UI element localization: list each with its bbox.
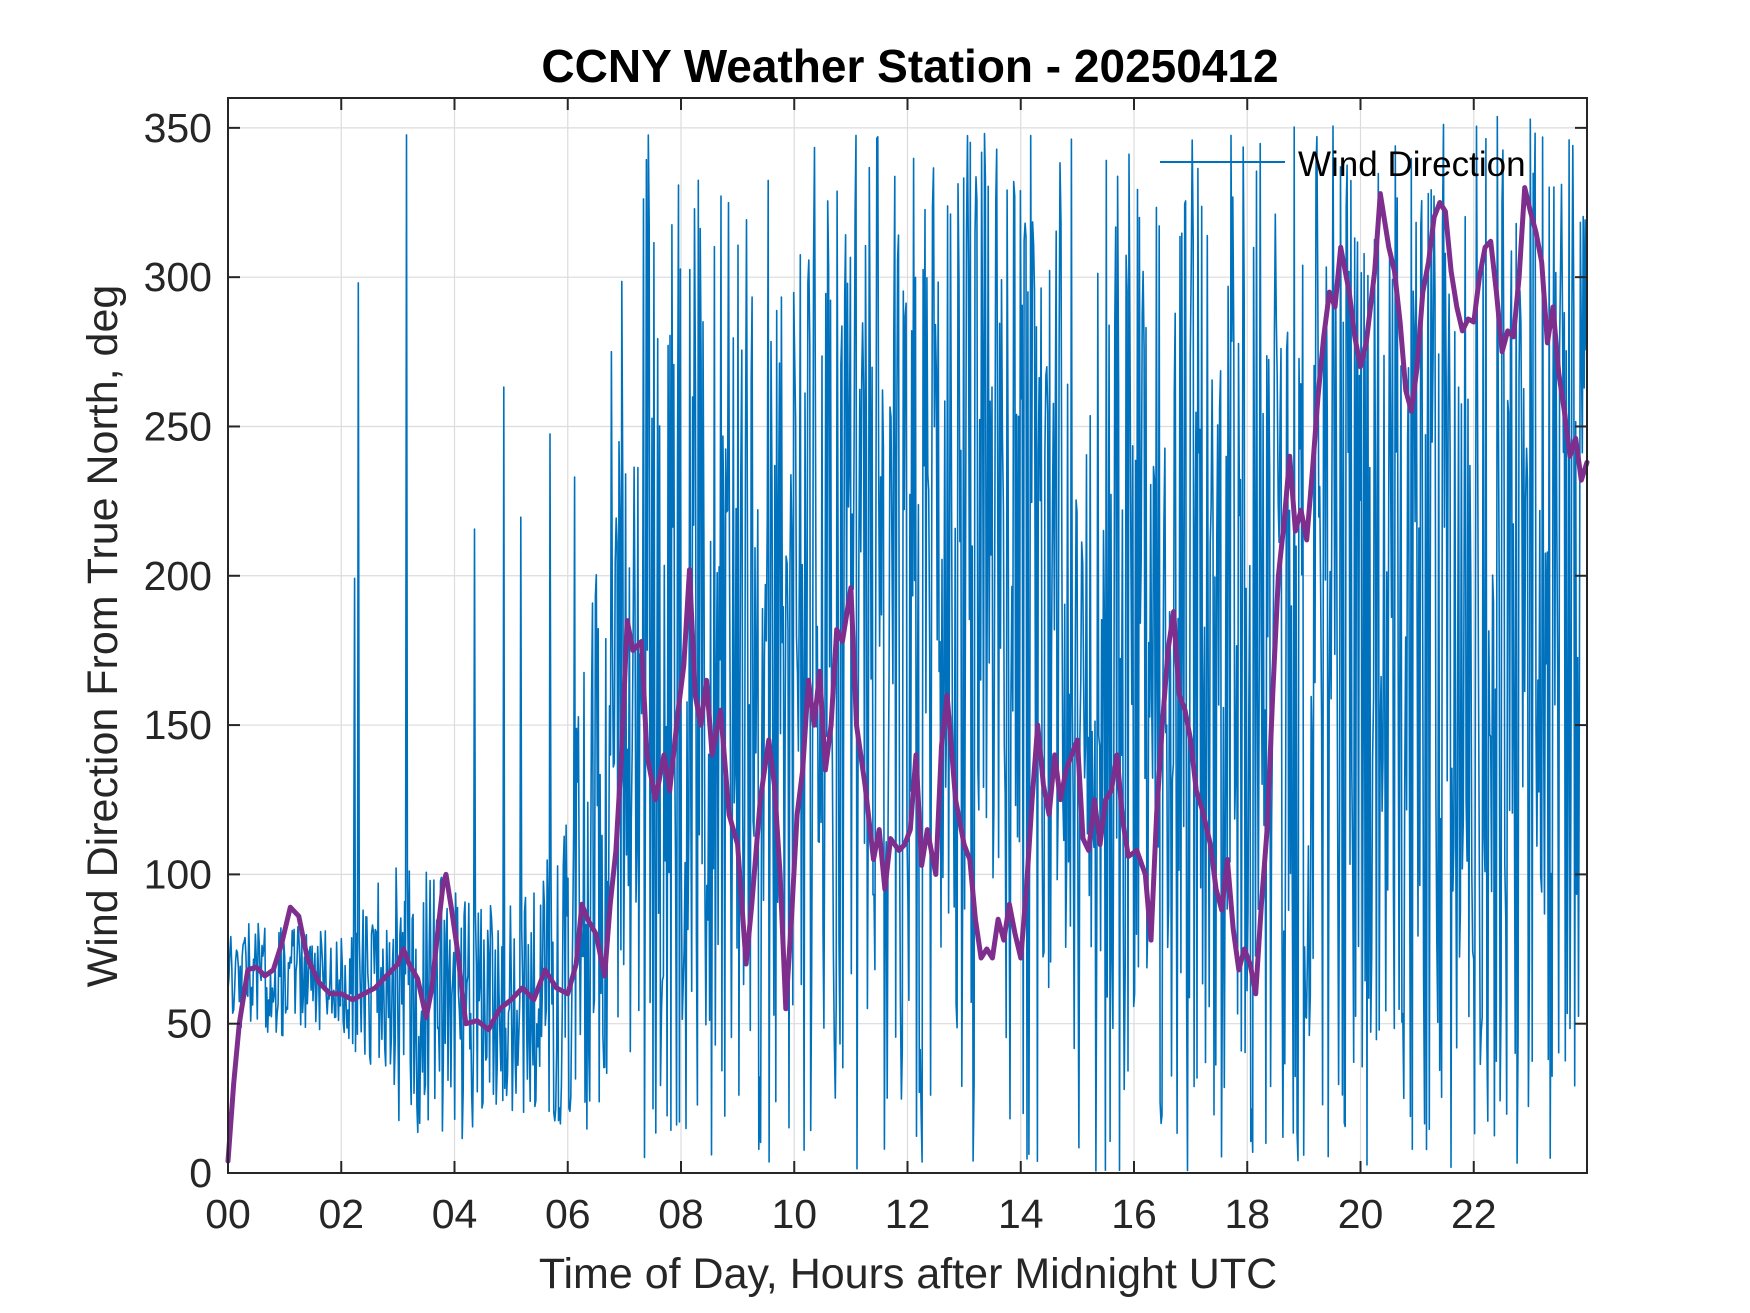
x-tick-label: 10	[771, 1191, 817, 1237]
y-tick-label: 300	[144, 254, 212, 300]
axis-ticks	[227, 98, 1587, 1174]
y-tick-label: 150	[144, 702, 212, 748]
y-axis-tick-labels: 0 50 100 150 200 250 300 350	[144, 105, 212, 1196]
x-tick-label: 14	[998, 1191, 1044, 1237]
x-tick-label: 00	[205, 1191, 251, 1237]
wind-direction-line	[227, 115, 1588, 1172]
y-axis-label: Wind Direction From True North, deg	[79, 285, 127, 988]
x-axis-label: Time of Day, Hours after Midnight UTC	[539, 1250, 1277, 1298]
y-tick-label: 250	[144, 403, 212, 449]
x-tick-label: 02	[318, 1191, 364, 1237]
x-tick-label: 22	[1451, 1191, 1497, 1237]
x-tick-label: 20	[1338, 1191, 1384, 1237]
x-axis-tick-labels: 00 02 04 06 08 10 12 14 16 18 20 22	[205, 1191, 1496, 1237]
y-tick-label: 50	[166, 1001, 212, 1047]
x-tick-label: 04	[432, 1191, 478, 1237]
y-tick-label: 100	[144, 851, 212, 897]
x-tick-label: 08	[658, 1191, 704, 1237]
legend-label-wind-direction: Wind Direction	[1298, 145, 1526, 184]
y-tick-label: 350	[144, 105, 212, 151]
y-tick-label: 0	[189, 1150, 212, 1196]
x-tick-label: 18	[1224, 1191, 1270, 1237]
y-tick-label: 200	[144, 553, 212, 599]
chart-title: CCNY Weather Station - 20250412	[541, 40, 1278, 92]
x-tick-label: 12	[885, 1191, 931, 1237]
x-tick-label: 06	[545, 1191, 591, 1237]
legend: Wind Direction	[1160, 145, 1526, 184]
wind-direction-series	[227, 115, 1588, 1172]
smoothed-wind-direction-line	[225, 185, 1590, 1164]
smoothed-wind-direction-series	[225, 185, 1590, 1164]
x-tick-label: 16	[1111, 1191, 1157, 1237]
